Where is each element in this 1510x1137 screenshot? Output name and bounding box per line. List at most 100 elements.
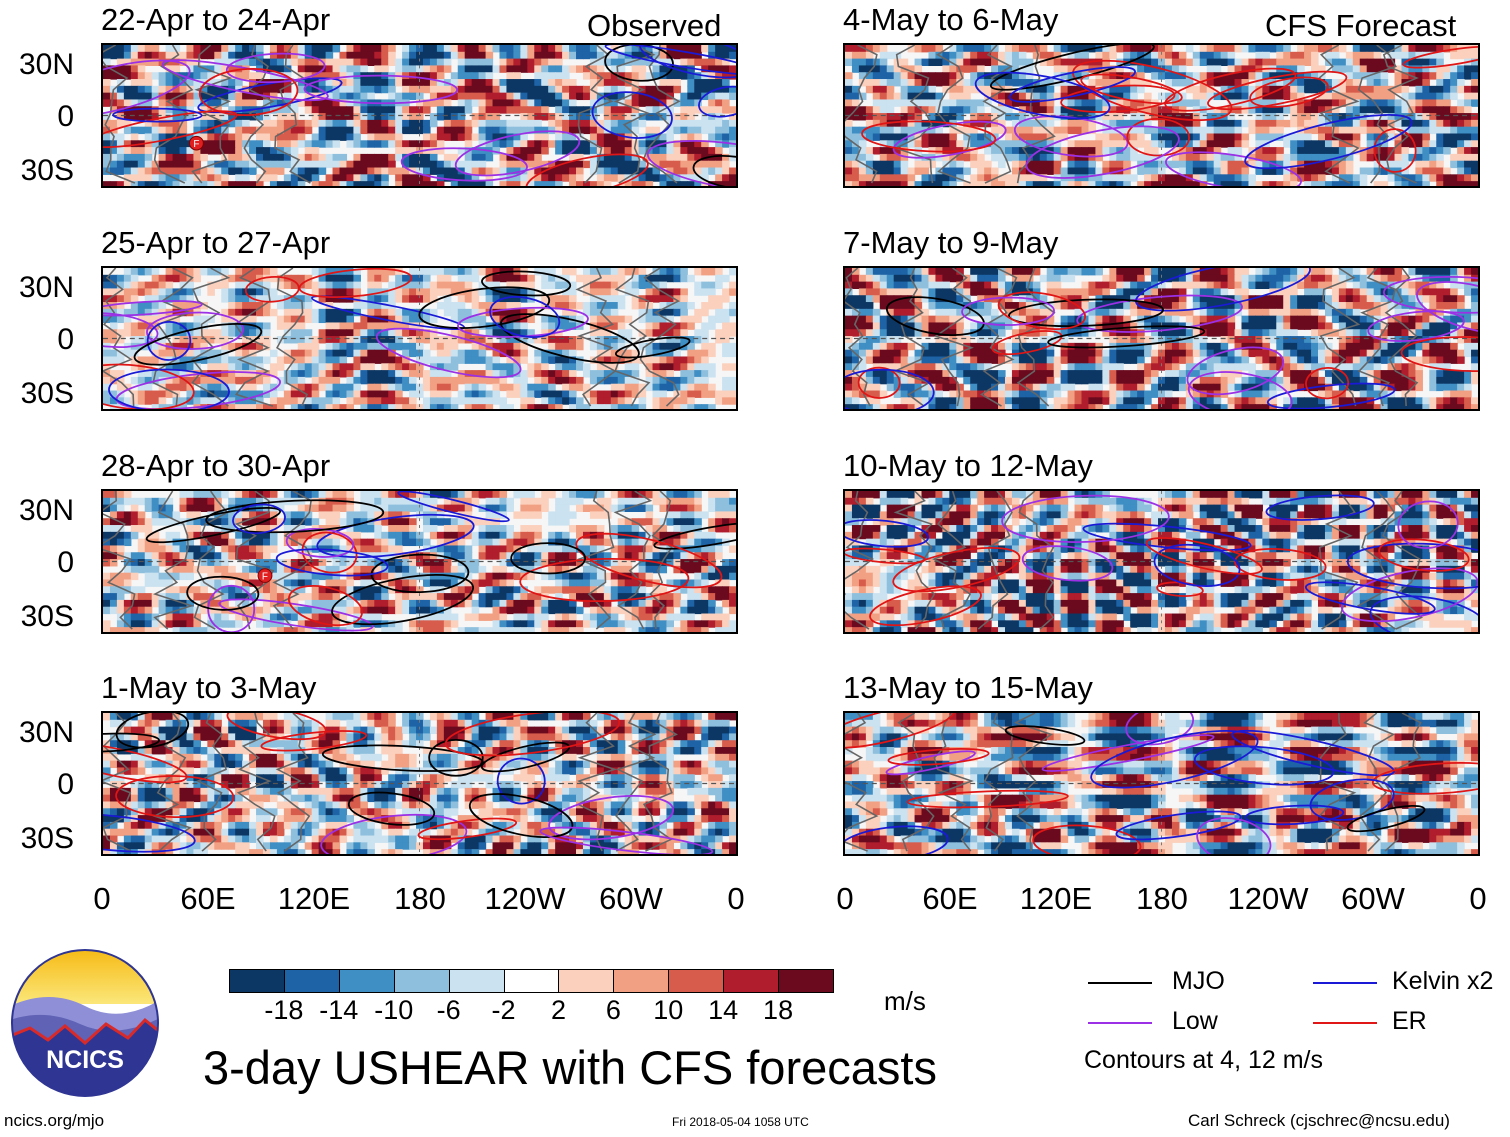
lon-label: 60W [599, 881, 663, 916]
legend-label-er: ER [1392, 1007, 1427, 1035]
wave-contours [145, 491, 736, 632]
legend-note: Contours at 4, 12 m/s [1084, 1046, 1324, 1074]
field-map-4 [103, 713, 736, 854]
main-title: 3-day USHEAR with CFS forecasts [203, 1041, 937, 1094]
lat-label-30s: 30S [20, 154, 74, 187]
colorbar-tick-label: -14 [319, 995, 359, 1025]
colorbar-swatch [393, 969, 450, 993]
legend-line-mjo [1088, 982, 1152, 984]
legend-label-kelvin: Kelvin x2 [1392, 967, 1494, 995]
field-map-3: F [103, 491, 736, 632]
field-map-6 [845, 268, 1478, 409]
colorbar-tick-label: 14 [708, 995, 739, 1025]
colorbar-tick-label: -10 [374, 995, 414, 1025]
panel-title-4: 1-May to 3-May [101, 670, 317, 705]
shear-field [845, 45, 1478, 186]
panel-title-2: 25-Apr to 27-Apr [101, 225, 331, 260]
panel-title-3: 28-Apr to 30-Apr [101, 448, 331, 483]
colorbar-swatch [338, 969, 395, 993]
colorbar-swatch [668, 969, 725, 993]
lat-label-0: 0 [57, 100, 74, 133]
colorbar-tick-label: -18 [264, 995, 304, 1025]
lat-label-30n: 30N [18, 716, 74, 749]
map-panel-1: F [101, 43, 738, 188]
legend-line-er [1313, 1022, 1377, 1024]
coastlines [103, 45, 681, 184]
panel-title-6: 7-May to 9-May [843, 225, 1059, 260]
logo-text: NCICS [46, 1046, 124, 1074]
lon-label: 180 [394, 881, 446, 916]
lon-label: 60E [180, 881, 236, 916]
wave-contours [103, 713, 714, 854]
colorbar: -18 -14 -10 -6 -2 2 6 10 14 18 [229, 969, 834, 1029]
map-panel-2 [101, 266, 738, 411]
field-map-5 [845, 45, 1478, 186]
panel-title-5: 4-May to 6-May [843, 2, 1059, 37]
lat-label-30s: 30S [20, 600, 74, 633]
panel-title-1: 22-Apr to 24-Apr [101, 2, 331, 37]
field-map-7 [845, 491, 1478, 632]
wave-contours [845, 494, 1478, 632]
coastlines [845, 268, 1419, 407]
colorbar-swatch [778, 969, 834, 993]
colorbar-unit: m/s [884, 986, 926, 1016]
legend-line-low [1088, 1022, 1152, 1024]
ncics-logo: NCICS [10, 948, 160, 1098]
lon-label: 120E [1019, 881, 1093, 916]
lon-label: 0 [836, 881, 854, 916]
map-panel-3: F [101, 489, 738, 634]
wave-contours [103, 45, 736, 186]
colorbar-swatch [229, 969, 285, 993]
colorbar-swatch [448, 969, 505, 993]
field-map-1: F [103, 45, 736, 186]
field-map-2 [103, 268, 736, 409]
storm-marker: F [257, 568, 273, 583]
lat-label-0: 0 [57, 546, 74, 579]
footer-author: Carl Schreck (cjschrec@ncsu.edu) [1188, 1111, 1450, 1130]
observed-column-title: Observed [587, 8, 722, 43]
storm-marker-label: F [262, 572, 268, 583]
lon-label: 0 [1469, 881, 1487, 916]
legend-label-low: Low [1172, 1007, 1218, 1035]
map-panel-8 [843, 711, 1480, 856]
colorbar-swatch [503, 969, 560, 993]
wave-contours [845, 713, 1478, 854]
lon-label: 0 [93, 881, 111, 916]
legend-label-mjo: MJO [1172, 967, 1225, 995]
lat-label-30s: 30S [20, 822, 74, 855]
lat-label-30s: 30S [20, 377, 74, 410]
coastlines [845, 45, 1419, 184]
colorbar-swatch [283, 969, 340, 993]
panel-title-7: 10-May to 12-May [843, 448, 1093, 483]
colorbar-tick-label: -2 [491, 995, 516, 1025]
colorbar-swatch [558, 969, 615, 993]
lat-label-30n: 30N [18, 48, 74, 81]
lat-label-30n: 30N [18, 494, 74, 527]
colorbar-swatch [723, 969, 780, 993]
field-map-8 [845, 713, 1478, 854]
lon-label: 60E [922, 881, 978, 916]
storm-marker: F [188, 135, 204, 151]
legend-line-kelvin [1313, 982, 1377, 984]
wave-contours [845, 268, 1478, 409]
lat-label-30n: 30N [18, 271, 74, 304]
map-panel-7 [843, 489, 1480, 634]
lat-label-0: 0 [57, 768, 74, 801]
wave-contours [103, 268, 691, 409]
colorbar-tick-label: 18 [763, 995, 794, 1025]
footer-timestamp: Fri 2018-05-04 1058 UTC [672, 1115, 809, 1129]
wave-contours [861, 45, 1478, 186]
map-panel-6 [843, 266, 1480, 411]
lon-label: 120W [1227, 881, 1309, 916]
colorbar-tick-label: -6 [436, 995, 461, 1025]
storm-marker-label: F [193, 139, 199, 150]
map-panel-5 [843, 43, 1480, 188]
colorbar-tick-label: 10 [653, 995, 684, 1025]
forecast-column-title: CFS Forecast [1265, 8, 1457, 43]
lat-label-0: 0 [57, 323, 74, 356]
lon-label: 120W [484, 881, 566, 916]
footer-website[interactable]: ncics.org/mjo [4, 1111, 105, 1130]
shear-field [103, 713, 736, 854]
lon-label: 120E [277, 881, 351, 916]
lon-label: 60W [1341, 881, 1405, 916]
